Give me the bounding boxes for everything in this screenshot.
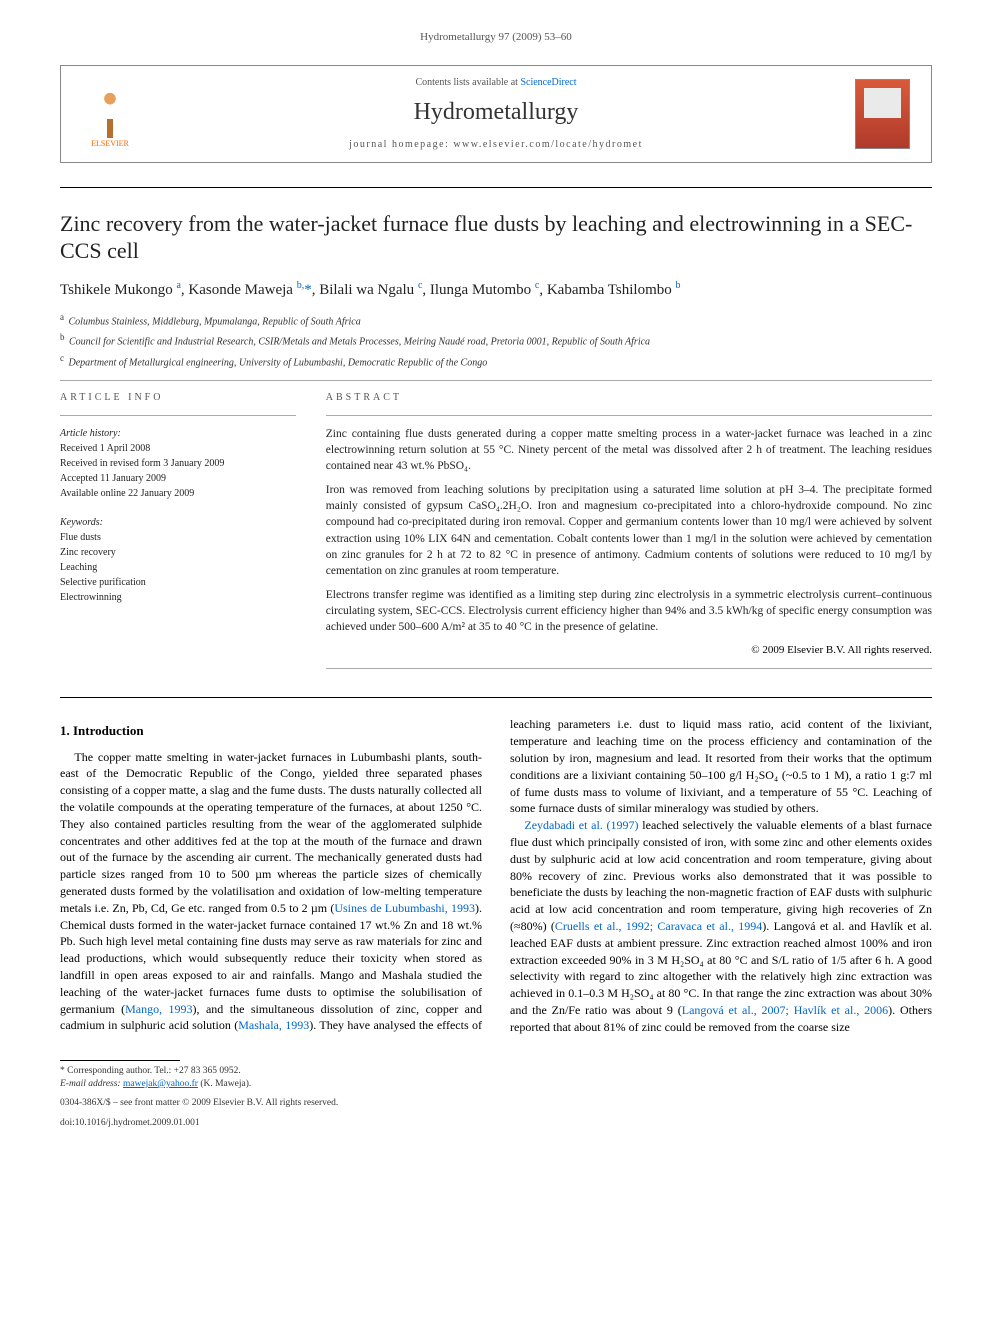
body-text: 1. Introduction The copper matte smeltin… (60, 716, 932, 1035)
elsevier-label: ELSEVIER (91, 138, 129, 149)
elsevier-logo: ELSEVIER (75, 79, 145, 149)
email-suffix: (K. Maweja). (200, 1079, 251, 1089)
article-info-label: ARTICLE INFO (60, 391, 296, 405)
front-matter-line: 0304-386X/$ – see front matter © 2009 El… (60, 1097, 932, 1110)
cite-zeydabadi[interactable]: Zeydabadi et al. (1997) (524, 818, 638, 832)
journal-title: Hydrometallurgy (145, 96, 847, 130)
contents-text: Contents lists available at (415, 77, 520, 88)
article-history: Article history: Received 1 April 2008Re… (60, 426, 296, 501)
keywords-block: Keywords: Flue dustsZinc recoveryLeachin… (60, 515, 296, 605)
author-list: Tshikele Mukongo a, Kasonde Maweja b,*, … (60, 279, 932, 301)
cite-mashala[interactable]: Mashala, 1993 (238, 1018, 309, 1032)
copyright-line: © 2009 Elsevier B.V. All rights reserved… (326, 643, 932, 658)
rule-top (60, 187, 932, 188)
abstract-paragraph: Iron was removed from leaching solutions… (326, 482, 932, 579)
journal-header-box: ELSEVIER Contents lists available at Sci… (60, 65, 932, 163)
keywords-label: Keywords: (60, 517, 103, 528)
article-info-abstract: ARTICLE INFO Article history: Received 1… (60, 391, 932, 680)
abstract-paragraph: Zinc containing flue dusts generated dur… (326, 426, 932, 474)
email-line: E-mail address: mawejak@yahoo.fr (K. Maw… (60, 1078, 932, 1091)
contents-available-line: Contents lists available at ScienceDirec… (145, 76, 847, 90)
email-label: E-mail address: (60, 1079, 121, 1089)
affiliation: c Department of Metallurgical engineerin… (60, 352, 932, 370)
rule-abstract (326, 415, 932, 416)
section-1-heading: 1. Introduction (60, 722, 482, 740)
affiliation: b Council for Scientific and Industrial … (60, 331, 932, 349)
body-p1a: The copper matte smelting in water-jacke… (60, 750, 482, 915)
sciencedirect-link[interactable]: ScienceDirect (520, 77, 576, 88)
rule-before-body (60, 697, 932, 698)
cite-cruells[interactable]: Cruells et al., 1992; Caravaca et al., 1… (555, 919, 762, 933)
history-label: Article history: (60, 428, 121, 439)
cite-mango[interactable]: Mango, 1993 (125, 1002, 192, 1016)
email-link[interactable]: mawejak@yahoo.fr (123, 1079, 198, 1089)
rule-under-affil (60, 380, 932, 381)
footnote-rule (60, 1060, 180, 1061)
rule-info (60, 415, 296, 416)
abstract-text: Zinc containing flue dusts generated dur… (326, 426, 932, 635)
doi-line: doi:10.1016/j.hydromet.2009.01.001 (60, 1117, 932, 1130)
body-para-2: Zeydabadi et al. (1997) leached selectiv… (510, 817, 932, 1035)
body-p3: leached selectively the valuable element… (510, 818, 932, 933)
elsevier-tree-icon (90, 90, 130, 138)
journal-homepage: journal homepage: www.elsevier.com/locat… (145, 138, 847, 152)
running-head: Hydrometallurgy 97 (2009) 53–60 (60, 30, 932, 45)
cite-langova[interactable]: Langová et al., 2007; Havlík et al., 200… (682, 1003, 888, 1017)
abstract-label: ABSTRACT (326, 391, 932, 405)
body-p1b: ). Chemical dusts formed in the water-ja… (60, 901, 482, 1016)
affiliation: a Columbus Stainless, Middleburg, Mpumal… (60, 311, 932, 329)
abstract-paragraph: Electrons transfer regime was identified… (326, 587, 932, 635)
rule-under-abstract (326, 668, 932, 669)
journal-cover-thumb (847, 79, 917, 149)
cite-usines[interactable]: Usines de Lubumbashi, 1993 (334, 901, 475, 915)
corresponding-author: * Corresponding author. Tel.: +27 83 365… (60, 1065, 932, 1078)
footnote-block: * Corresponding author. Tel.: +27 83 365… (60, 1060, 932, 1130)
article-title: Zinc recovery from the water-jacket furn… (60, 210, 932, 265)
